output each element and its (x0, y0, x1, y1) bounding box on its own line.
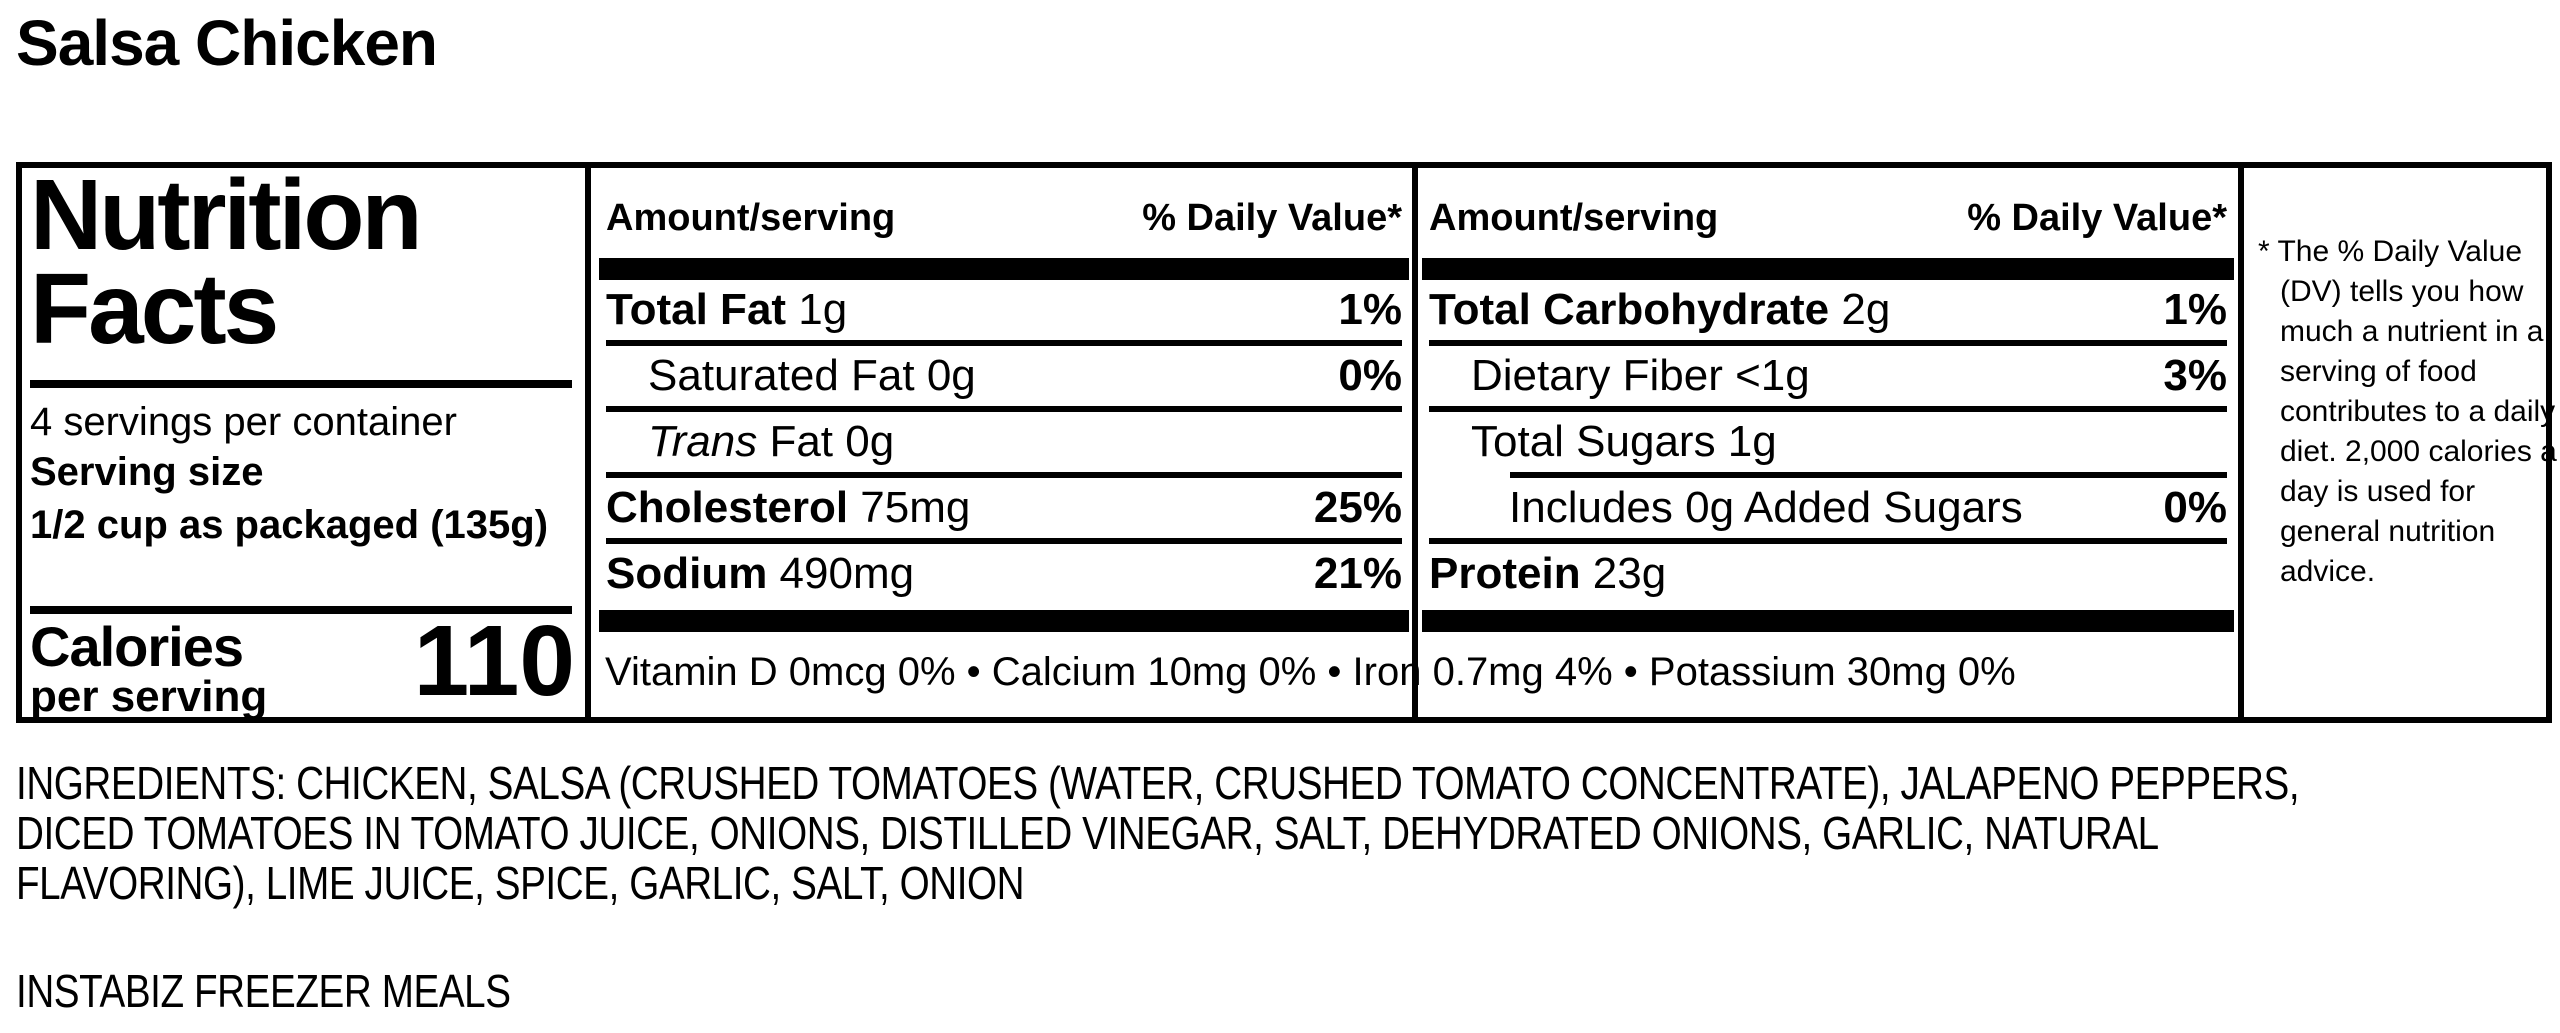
nutrient-daily-value: 25% (1313, 483, 1402, 532)
nutrient-name: Total Carbohydrate (1429, 285, 1830, 334)
nutrient-amount: 23g (1580, 549, 1667, 598)
row-divider (1429, 538, 2227, 544)
brand-line-text: INSTABIZ FREEZER MEALS (16, 965, 511, 1017)
thick-bar (1422, 610, 2234, 632)
heavy-rule (30, 380, 572, 388)
nutrient-row: Total Sugars 1g (1429, 412, 2227, 472)
nutrient-name: Protein (1429, 549, 1581, 598)
nutrient-daily-value: 0% (2163, 483, 2227, 532)
nutrition-facts-left-panel: Nutrition Facts 4 servings per container… (30, 159, 575, 721)
panel-divider (2238, 168, 2244, 717)
calories-value: 110 (413, 605, 575, 717)
nutrient-name: Total Sugars (1471, 417, 1716, 466)
nutrient-amount: 1g (786, 285, 848, 334)
nutrient-row: Trans Fat 0g (606, 412, 1402, 472)
nutrient-row: Saturated Fat 0g 0% (606, 346, 1402, 406)
nutrient-row: Total Carbohydrate 2g 1% (1429, 280, 2227, 340)
ingredients-line: INGREDIENTS: CHICKEN, SALSA (CRUSHED TOM… (16, 757, 2300, 809)
row-divider (1429, 406, 2227, 412)
thick-bar (599, 258, 1409, 280)
calories-sublabel: per serving (30, 672, 268, 721)
nutrient-row: Includes 0g Added Sugars 0% (1429, 478, 2227, 538)
column-header: Amount/serving % Daily Value* (1429, 190, 2227, 240)
nutrient-daily-value: 1% (1338, 285, 1402, 334)
nutrition-facts-panel: Nutrition Facts 4 servings per container… (16, 159, 2557, 723)
nutrient-name: Total Fat (606, 285, 787, 334)
micronutrients-line: Vitamin D 0mcg 0% • Calcium 10mg 0% • Ir… (605, 650, 2016, 694)
serving-size-value: 1/2 cup as packaged (135g) (30, 503, 549, 547)
row-divider (606, 538, 1402, 544)
nutrient-daily-value: 21% (1313, 549, 1402, 598)
page-title: Salsa Chicken (16, 7, 438, 79)
nutrition-facts-heading: Nutrition Facts (30, 159, 423, 365)
daily-value-footnote: * The % Daily Value (DV) tells you how m… (2258, 235, 2557, 588)
servings-per-container: 4 servings per container (30, 400, 457, 444)
brand-line: INSTABIZ FREEZER MEALS (16, 966, 605, 1016)
nutrient-amount: 0g (914, 351, 976, 400)
nutrient-amount: 75mg (848, 483, 971, 532)
nutrient-row: Protein 23g (1429, 544, 2227, 604)
ingredients-line: DICED TOMATOES IN TOMATO JUICE, ONIONS, … (16, 807, 2159, 859)
nutrient-name: Saturated Fat (648, 351, 915, 400)
row-divider (606, 472, 1402, 478)
nutrient-row: Dietary Fiber <1g 3% (1429, 346, 2227, 406)
nutrient-amount: 1g (1715, 417, 1777, 466)
calories-label: Calories (30, 615, 244, 678)
nutrient-name: Includes 0g Added Sugars (1509, 483, 2023, 532)
ingredients-list: INGREDIENTS: CHICKEN, SALSA (CRUSHED TOM… (16, 758, 2560, 908)
ingredients-line: FLAVORING), LIME JUICE, SPICE, GARLIC, S… (16, 857, 1025, 909)
panel-divider (1412, 168, 1418, 717)
nutrient-column-left: Amount/serving % Daily Value* Total Fat … (599, 168, 1409, 717)
amount-per-serving-header: Amount/serving (606, 197, 896, 239)
row-divider (606, 406, 1402, 412)
nutrient-column-right: Amount/serving % Daily Value* Total Carb… (1422, 168, 2234, 717)
nutrient-daily-value: 0% (1338, 351, 1402, 400)
nutrient-name: Sodium (606, 549, 768, 598)
panel-divider (585, 168, 591, 717)
nutrient-daily-value: 1% (2163, 285, 2227, 334)
nutrient-amount: 2g (1829, 285, 1891, 334)
heavy-rule (30, 606, 572, 614)
daily-value-header: % Daily Value* (1967, 197, 2227, 239)
row-divider (1510, 472, 2227, 478)
column-header: Amount/serving % Daily Value* (606, 190, 1402, 240)
nutrient-name: Cholesterol (606, 483, 849, 532)
nutrient-row: Cholesterol 75mg 25% (606, 478, 1402, 538)
row-divider (606, 340, 1402, 346)
serving-size-label: Serving size (30, 450, 264, 494)
row-divider (1429, 340, 2227, 346)
thick-bar (1422, 258, 2234, 280)
nutrient-name: Trans (648, 417, 758, 466)
nutrient-daily-value: 3% (2163, 351, 2227, 400)
nutrient-row: Total Fat 1g 1% (606, 280, 1402, 340)
amount-per-serving-header: Amount/serving (1429, 197, 1719, 239)
nutrient-amount: 490mg (767, 549, 915, 598)
nutrient-name: Dietary Fiber (1471, 351, 1723, 400)
nutrient-amount: <1g (1722, 351, 1810, 400)
nutrient-row: Sodium 490mg 21% (606, 544, 1402, 604)
nutrient-amount: Fat 0g (757, 417, 895, 466)
daily-value-header: % Daily Value* (1142, 197, 1402, 239)
thick-bar (599, 610, 1409, 632)
